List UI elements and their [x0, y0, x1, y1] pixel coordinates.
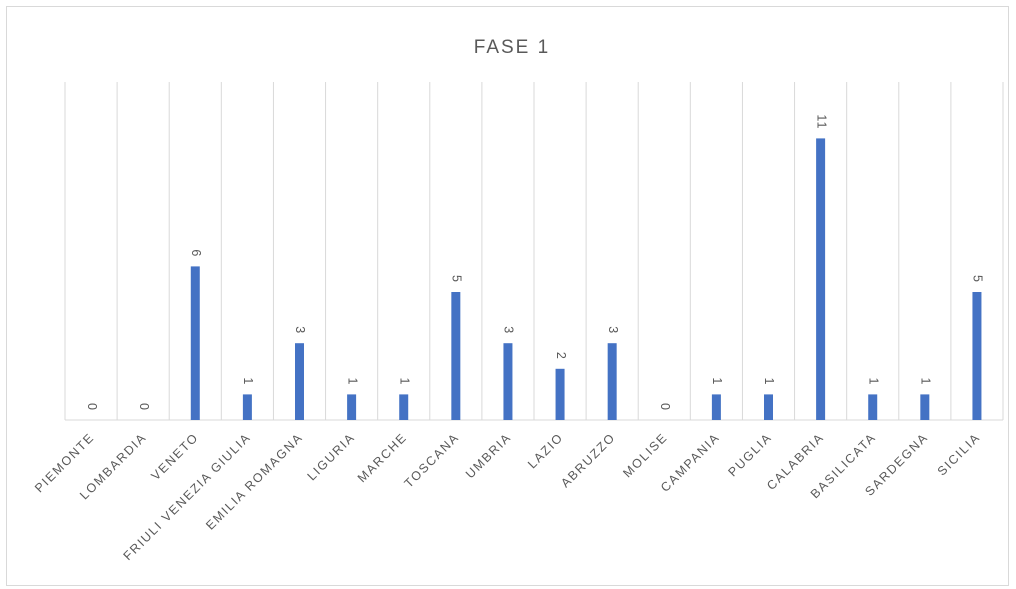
data-label: 1 — [241, 377, 255, 385]
gridlines — [64, 82, 1004, 421]
bar — [242, 394, 252, 420]
bar — [190, 266, 200, 420]
bar — [451, 292, 461, 420]
bar — [711, 394, 721, 420]
category-label: VENETO — [149, 430, 202, 483]
bar — [295, 343, 304, 420]
bar — [816, 138, 826, 420]
chart-title: FASE 1 — [474, 37, 550, 58]
data-label: 3 — [502, 326, 516, 334]
data-label: 1 — [866, 377, 880, 385]
data-label: 1 — [710, 377, 724, 385]
category-label: MARCHE — [355, 430, 410, 485]
chart-area: FASE 1 0 0 6 1 3 1 1 5 3 2 3 0 1 1 11 1 1 5 PIEMONTE LOMBA… — [6, 6, 1009, 586]
data-label: 3 — [293, 326, 307, 334]
category-label: EMILIA ROMAGNA — [203, 430, 305, 532]
category-label: TOSCANA — [402, 430, 462, 490]
bar — [920, 394, 930, 420]
data-label: 0 — [137, 403, 151, 411]
data-label: 0 — [85, 403, 99, 411]
data-label: 1 — [397, 377, 411, 385]
category-label: PUGLIA — [726, 430, 775, 479]
bar — [503, 343, 513, 420]
data-label: 1 — [762, 377, 776, 385]
bar — [347, 394, 357, 420]
bar — [764, 394, 773, 420]
data-label: 3 — [606, 326, 620, 334]
bar — [868, 394, 878, 420]
data-label: 6 — [189, 249, 203, 257]
data-label: 11 — [814, 114, 828, 129]
bar — [607, 343, 617, 420]
bars — [190, 138, 982, 420]
bar — [555, 368, 565, 420]
category-label: LAZIO — [525, 430, 566, 471]
data-label: 1 — [919, 377, 933, 385]
data-label: 1 — [345, 377, 359, 385]
category-label: ABRUZZO — [558, 430, 618, 490]
category-label: MOLISE — [620, 430, 670, 480]
bar — [972, 292, 982, 420]
bar — [399, 394, 409, 420]
category-label: LIGURIA — [305, 430, 358, 483]
data-label: 0 — [658, 403, 672, 411]
data-label: 5 — [450, 275, 464, 283]
category-label: UMBRIA — [463, 430, 514, 481]
data-label: 2 — [554, 352, 568, 360]
category-label: SICILIA — [935, 430, 983, 478]
data-label: 5 — [971, 275, 985, 283]
